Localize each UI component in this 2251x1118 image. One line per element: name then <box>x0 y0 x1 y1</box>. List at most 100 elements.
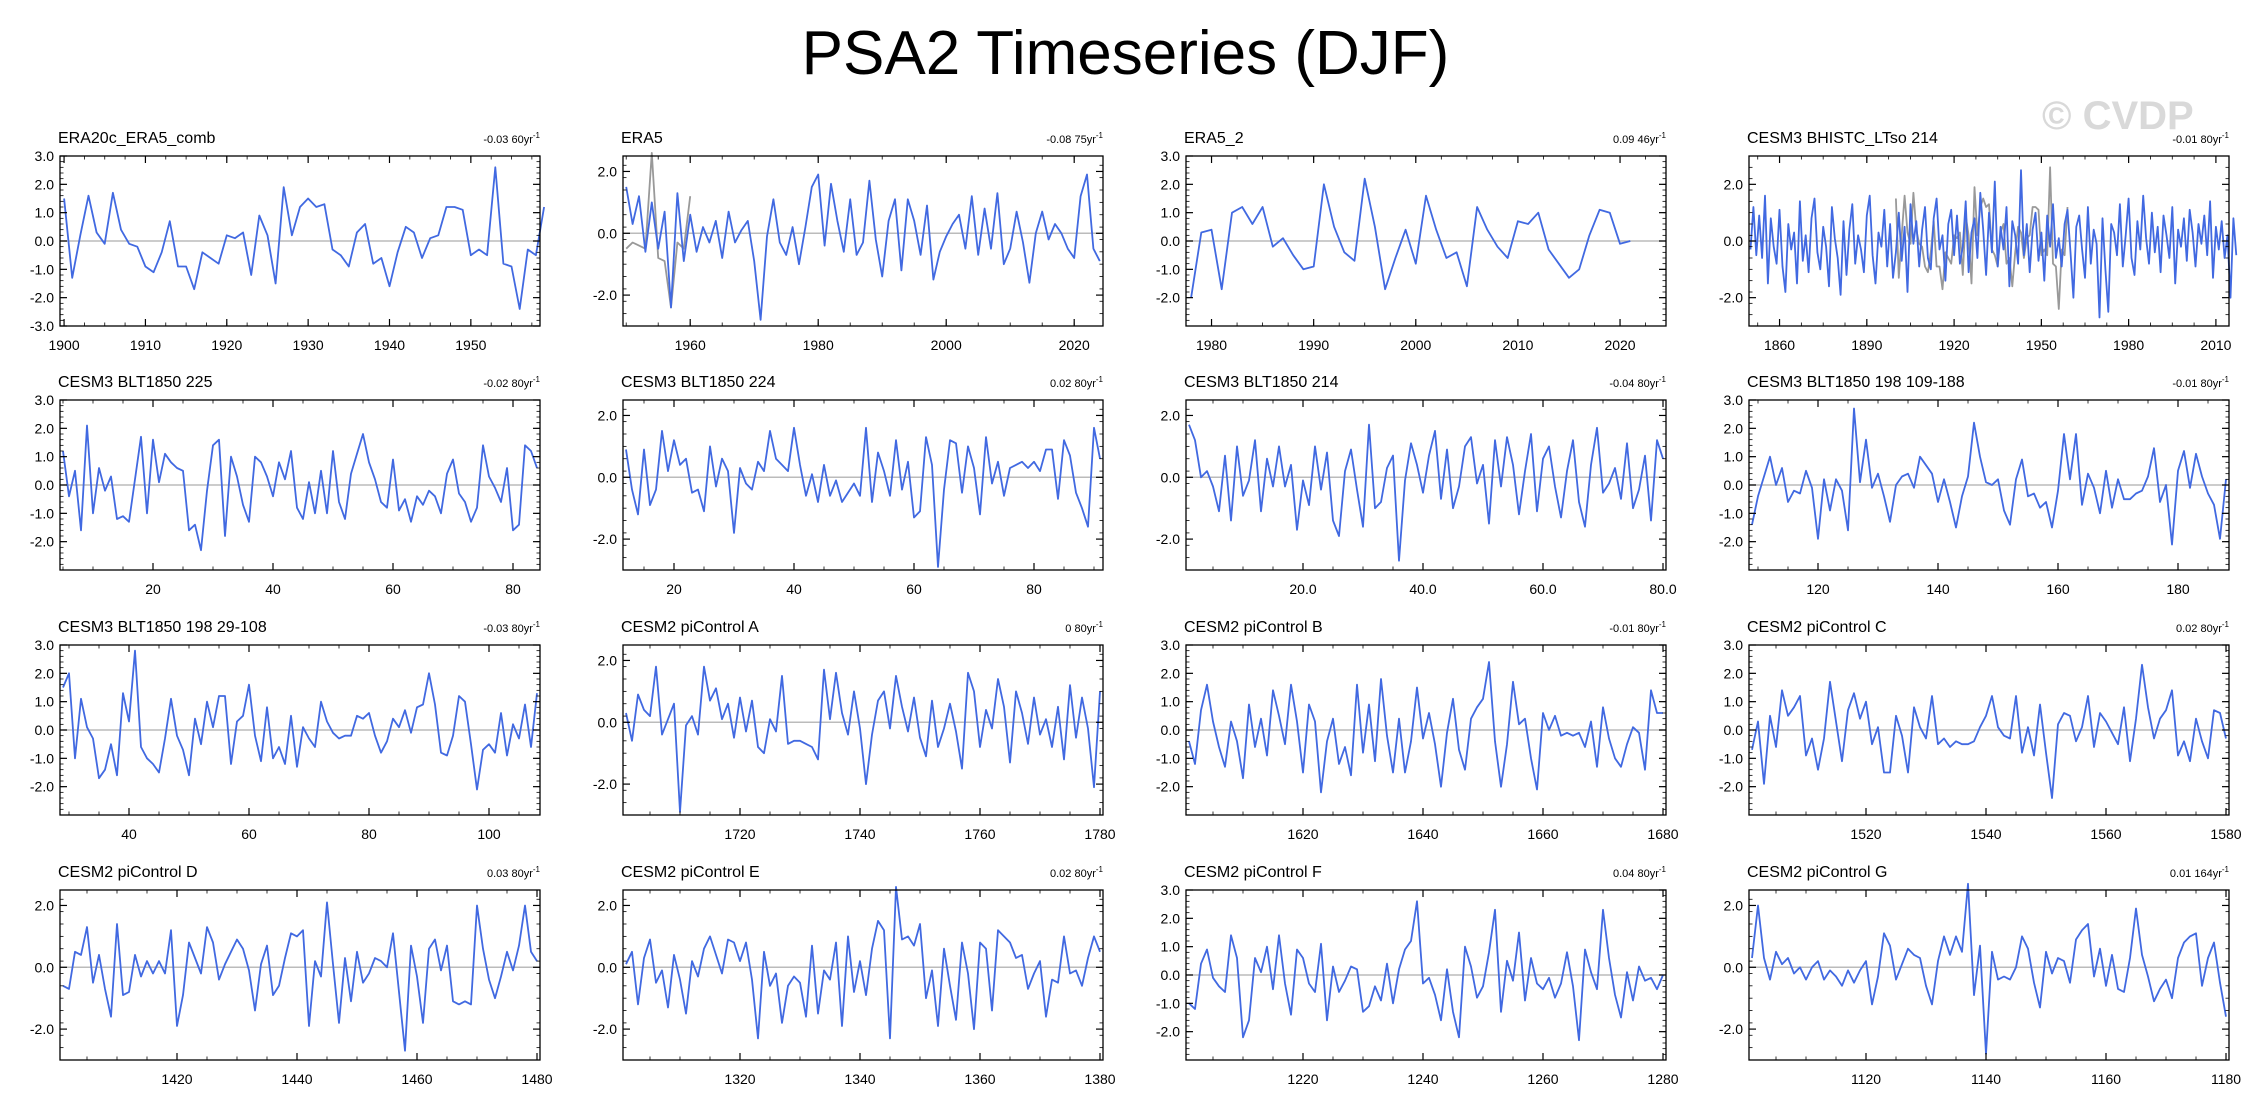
x-tick-label: 80.0 <box>1649 581 1676 597</box>
y-tick-label: 2.0 <box>598 407 618 423</box>
series-line <box>1188 423 1664 562</box>
trend-label: -0.04 80yr-1 <box>1609 375 1666 390</box>
series-line <box>1188 900 1664 1042</box>
y-tick-label: -2.0 <box>1156 779 1180 795</box>
y-tick-label: -2.0 <box>1719 1021 1743 1037</box>
trend-label: 0.03 80yr-1 <box>487 865 541 880</box>
cvdp-watermark: © CVDP <box>2042 94 2194 138</box>
plot-frame <box>1748 889 2230 1061</box>
y-tick-label: 3.0 <box>1724 392 1744 408</box>
x-tick-label: 80 <box>361 826 377 842</box>
y-tick-label: 2.0 <box>35 176 55 192</box>
plot-frame <box>622 889 1104 1061</box>
x-tick-label: 1260 <box>1527 1071 1558 1087</box>
series-line <box>1190 177 1631 298</box>
x-tick-label: 1120 <box>1851 1071 1881 1087</box>
trend-label: 0.02 80yr-1 <box>2176 620 2230 635</box>
trend-label: 0.04 80yr-1 <box>1613 865 1667 880</box>
y-tick-label: 0.0 <box>598 469 618 485</box>
y-tick-label: 0.0 <box>598 225 618 241</box>
y-tick-label: -2.0 <box>593 1021 617 1037</box>
chart-panel: CESM3 BLT1850 198 109-188 -0.01 80yr-1 -2.… <box>1719 374 2230 597</box>
y-tick-label: -2.0 <box>1156 290 1180 306</box>
trend-exponent: -1 <box>533 375 541 384</box>
y-tick-label: 1.0 <box>1161 694 1181 710</box>
chart-title: CESM2 piControl E <box>621 864 760 881</box>
x-tick-label: 1340 <box>844 1071 875 1087</box>
chart-panel: CESM2 piControl F 0.04 80yr-1 -2.0 -1.0 0.0 1… <box>1156 864 1679 1087</box>
x-tick-label: 1440 <box>281 1071 312 1087</box>
y-tick-label: 3.0 <box>1724 637 1744 653</box>
x-tick-label: 1480 <box>521 1071 552 1087</box>
y-tick-label: 0.0 <box>1724 959 1744 975</box>
x-tick-label: 1900 <box>48 337 79 353</box>
x-tick-label: 140 <box>1926 581 1950 597</box>
chart-title: CESM3 BLT1850 198 29-108 <box>58 619 267 636</box>
plot-frame <box>1185 399 1667 571</box>
x-tick-label: 2000 <box>1400 337 1431 353</box>
y-tick-label: 0.0 <box>1724 722 1744 738</box>
x-tick-label: 60 <box>385 581 401 597</box>
y-tick-label: -1.0 <box>1156 995 1180 1011</box>
y-tick-label: 1.0 <box>1161 939 1181 955</box>
y-tick-label: 0.0 <box>35 959 55 975</box>
y-tick-label: -2.0 <box>30 779 54 795</box>
y-tick-label: -2.0 <box>30 1021 54 1037</box>
y-tick-label: -2.0 <box>593 531 617 547</box>
y-tick-label: -2.0 <box>1719 290 1743 306</box>
y-tick-label: 2.0 <box>35 420 55 436</box>
y-tick-label: -1.0 <box>30 261 54 277</box>
y-tick-label: -2.0 <box>1719 534 1743 550</box>
y-tick-label: 2.0 <box>598 897 618 913</box>
y-tick-label: 3.0 <box>35 148 55 164</box>
trend-exponent: -1 <box>1659 375 1667 384</box>
x-tick-label: 1560 <box>2090 826 2121 842</box>
x-tick-label: 1240 <box>1407 1071 1438 1087</box>
series-line <box>1749 169 2238 319</box>
y-tick-label: -1.0 <box>1719 505 1743 521</box>
x-tick-label: 1980 <box>1196 337 1227 353</box>
trend-label: 0 80yr-1 <box>1065 620 1103 635</box>
x-tick-label: 2000 <box>931 337 962 353</box>
trend-exponent: -1 <box>1096 620 1104 629</box>
series-line <box>1188 661 1663 794</box>
x-tick-label: 1380 <box>1084 1071 1115 1087</box>
y-tick-label: 3.0 <box>35 392 55 408</box>
x-tick-label: 1620 <box>1287 826 1318 842</box>
chart-panel: CESM2 piControl G 0.01 164yr-1 -2.0 0.0 2.0 1… <box>1719 864 2241 1087</box>
trend-exponent: -1 <box>2222 620 2230 629</box>
chart-title: CESM3 BLT1850 198 109-188 <box>1747 374 1965 391</box>
chart-panel: CESM3 BLT1850 214 -0.04 80yr-1 -2.0 0.0 2.0 2… <box>1156 374 1677 597</box>
chart-title: CESM3 BHISTC_LTso 214 <box>1747 130 1938 147</box>
x-tick-label: 1580 <box>2210 826 2241 842</box>
trend-exponent: -1 <box>1659 620 1667 629</box>
chart-panel: ERA20c_ERA5_comb -0.03 60yr-1 -3.0 -2.0 -1.0… <box>30 130 545 353</box>
chart-title: CESM3 BLT1850 225 <box>58 374 213 391</box>
x-tick-label: 20 <box>666 581 682 597</box>
chart-panel: CESM3 BHISTC_LTso 214 -0.01 80yr-1 -2.0 0.0… <box>1719 130 2238 353</box>
overlay-series-line <box>625 151 692 309</box>
chart-title: ERA5_2 <box>1184 130 1244 147</box>
chart-title: CESM2 piControl A <box>621 619 759 636</box>
x-tick-label: 1720 <box>724 826 755 842</box>
y-tick-label: 2.0 <box>1161 910 1181 926</box>
trend-label: 0.02 80yr-1 <box>1050 375 1104 390</box>
plot-frame <box>622 644 1104 816</box>
x-tick-label: 1950 <box>455 337 486 353</box>
series-line <box>63 166 545 310</box>
chart-panel: CESM3 BLT1850 198 29-108 -0.03 80yr-1 -2.0… <box>30 619 541 842</box>
x-tick-label: 1660 <box>1527 826 1558 842</box>
y-tick-label: 1.0 <box>1724 449 1744 465</box>
x-tick-label: 1950 <box>2026 337 2057 353</box>
x-tick-label: 1760 <box>964 826 995 842</box>
x-tick-label: 80 <box>505 581 521 597</box>
x-tick-label: 1460 <box>401 1071 432 1087</box>
y-tick-label: 0.0 <box>1161 967 1181 983</box>
y-tick-label: 2.0 <box>35 665 55 681</box>
y-tick-label: 2.0 <box>1724 665 1744 681</box>
x-tick-label: 1220 <box>1287 1071 1318 1087</box>
y-tick-label: 3.0 <box>1161 882 1181 898</box>
x-tick-label: 40 <box>265 581 281 597</box>
x-tick-label: 1920 <box>1939 337 1970 353</box>
chart-title: CESM3 BLT1850 224 <box>621 374 776 391</box>
